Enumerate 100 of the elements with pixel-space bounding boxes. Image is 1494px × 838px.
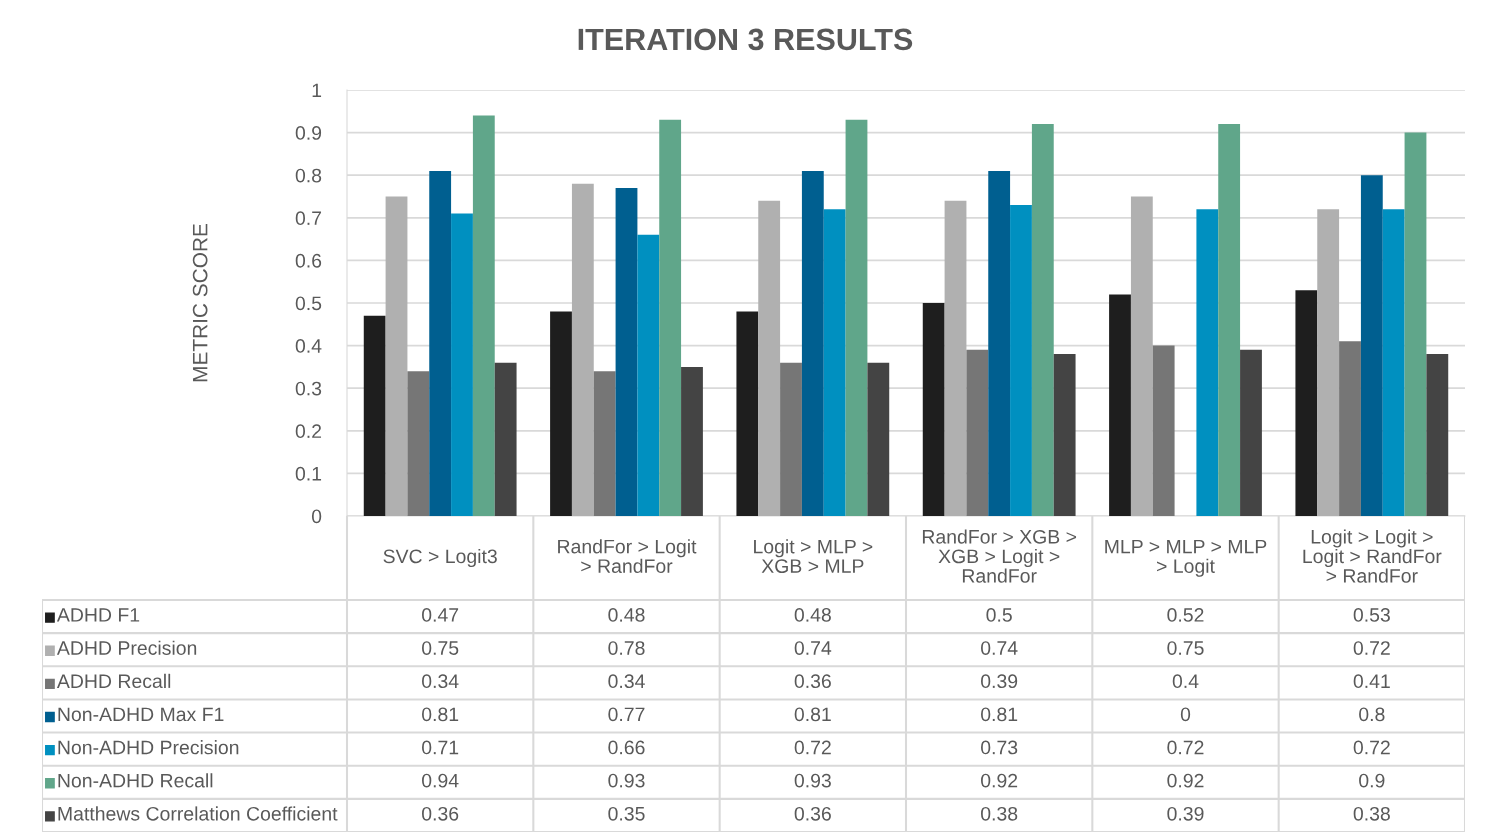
data-label: 0.39 <box>1167 806 1204 821</box>
data-label: 0.77 <box>608 707 645 722</box>
y-tick-label: 0.7 <box>295 211 322 226</box>
bar <box>637 234 660 516</box>
bar <box>1196 209 1219 516</box>
bar <box>1218 124 1241 516</box>
y-tick-label: 0.6 <box>295 253 322 268</box>
data-label: 0.81 <box>422 707 459 722</box>
data-label: 0.93 <box>608 773 645 788</box>
legend-label: Non-ADHD Max F1 <box>58 707 224 722</box>
bar <box>429 170 452 516</box>
data-label: 0.73 <box>981 740 1018 755</box>
x-tick-label: RandFor > Logit > RandFor <box>558 539 697 573</box>
data-label: 0.38 <box>981 806 1018 821</box>
legend-label: ADHD Recall <box>56 673 171 689</box>
bar <box>494 362 517 516</box>
x-tick-label: RandFor > XGB > XGB > Logit > RandFor <box>922 529 1077 583</box>
data-label: 0.53 <box>1353 608 1390 622</box>
data-label: 0.72 <box>794 740 831 755</box>
data-label: 0.5 <box>986 608 1012 622</box>
bar <box>1426 354 1449 516</box>
bar <box>1339 341 1361 516</box>
bar <box>1317 209 1340 516</box>
data-label: 0.78 <box>608 641 645 655</box>
bar <box>1130 196 1153 516</box>
y-tick-label: 0.9 <box>295 126 322 140</box>
bar <box>801 170 824 516</box>
y-tick-label: 0.3 <box>295 381 322 396</box>
legend-label: ADHD Precision <box>56 640 197 655</box>
bar <box>988 170 1011 516</box>
data-label: 0.93 <box>794 773 831 788</box>
bar <box>1240 349 1262 516</box>
bar <box>1295 290 1318 516</box>
data-label: 0.75 <box>422 641 459 655</box>
data-label: 0.72 <box>1353 740 1390 755</box>
bar <box>966 349 989 516</box>
x-tick-label: SVC > Logit3 <box>383 548 497 568</box>
bar <box>845 119 868 516</box>
bar <box>1152 345 1175 516</box>
data-label: 0.92 <box>1167 773 1204 788</box>
data-label: 0.71 <box>422 740 459 755</box>
data-label: 0 <box>1180 707 1191 722</box>
bar <box>593 371 616 516</box>
bar <box>550 311 572 516</box>
data-label: 0.9 <box>1359 773 1385 788</box>
data-label: 0.35 <box>608 806 645 821</box>
bar <box>451 213 473 516</box>
y-tick-label: 0.5 <box>295 296 322 311</box>
data-label: 0.48 <box>794 608 831 622</box>
data-label: 0.34 <box>608 674 645 689</box>
data-label: 0.72 <box>1167 740 1204 755</box>
bar <box>780 362 802 516</box>
bar <box>571 183 594 516</box>
legend-label: Matthews Correlation Coefficient <box>58 806 338 821</box>
bar <box>407 371 430 516</box>
bar <box>659 119 682 516</box>
bar <box>1031 124 1054 516</box>
data-label: 0.36 <box>794 674 831 689</box>
data-label: 0.81 <box>794 707 831 722</box>
data-label: 0.66 <box>608 740 645 755</box>
data-label: 0.81 <box>981 707 1018 722</box>
x-tick-label: Logit > Logit > Logit > RandFor > RandFor <box>1303 529 1442 583</box>
bar <box>1053 354 1076 516</box>
bar <box>1109 294 1131 516</box>
data-label: 0.74 <box>981 641 1018 655</box>
bar <box>363 315 386 516</box>
data-label: 0.47 <box>422 608 459 622</box>
bar <box>758 200 781 516</box>
y-axis-title: METRIC SCORE <box>192 224 208 382</box>
data-label: 0.8 <box>1359 707 1385 722</box>
bar <box>867 362 890 516</box>
bar <box>615 187 638 516</box>
data-label: 0.72 <box>1353 641 1390 655</box>
bar <box>922 303 945 516</box>
bar <box>1404 132 1427 516</box>
y-tick-label: 0.1 <box>295 466 322 481</box>
legend-label: Non-ADHD Recall <box>58 773 213 788</box>
data-label: 0.36 <box>422 806 459 821</box>
x-tick-label: MLP > MLP > MLP > Logit <box>1105 539 1267 577</box>
data-label: 0.48 <box>608 608 645 622</box>
y-tick-label: 0.8 <box>295 168 322 183</box>
data-label: 0.36 <box>794 806 831 821</box>
data-label: 0.4 <box>1172 674 1199 689</box>
data-label: 0.74 <box>794 641 832 655</box>
x-tick-label: Logit > MLP > XGB > MLP <box>754 539 873 573</box>
bar <box>1382 209 1405 516</box>
data-label: 0.41 <box>1353 674 1390 689</box>
data-label: 0.94 <box>422 773 459 788</box>
data-label: 0.39 <box>981 674 1018 689</box>
bar <box>736 311 759 516</box>
y-tick-label: 0.2 <box>295 424 322 439</box>
data-label: 0.92 <box>981 773 1018 788</box>
legend-label: Non-ADHD Precision <box>58 740 239 755</box>
legend-label: ADHD F1 <box>56 608 140 622</box>
data-label: 0.38 <box>1353 806 1390 821</box>
bar <box>385 196 408 516</box>
bar <box>823 209 846 516</box>
data-label: 0.34 <box>422 674 459 689</box>
bar <box>681 366 703 516</box>
bar <box>1010 205 1032 516</box>
